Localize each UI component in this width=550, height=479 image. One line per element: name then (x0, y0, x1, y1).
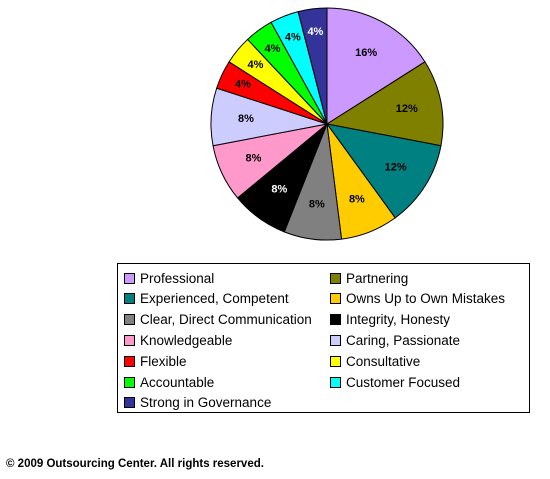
legend-item-accountable: Accountable (124, 373, 214, 391)
pie-slice-professional (326, 7, 426, 125)
legend-label: Partnering (346, 270, 409, 286)
legend-swatch (124, 272, 135, 284)
legend-label: Experienced, Competent (140, 291, 289, 307)
data-label-experienced-competent: 12% (385, 162, 407, 174)
legend-item-integrity-honesty: Integrity, Honesty (330, 311, 450, 329)
legend-label: Caring, Passionate (346, 332, 461, 348)
legend-swatch (330, 293, 341, 305)
legend-swatch (330, 334, 341, 346)
data-label-flexible: 4% (235, 79, 251, 91)
legend-item-knowledgeable: Knowledgeable (124, 331, 232, 349)
legend-label: Knowledgeable (140, 332, 233, 348)
data-label-partnering: 12% (396, 103, 418, 115)
legend-item-partnering: Partnering (330, 269, 408, 287)
legend-swatch (124, 355, 135, 367)
legend-item-clear-direct-communication: Clear, Direct Communication (124, 311, 312, 329)
legend-item-flexible: Flexible (124, 352, 187, 370)
legend-label: Consultative (346, 353, 421, 369)
pie-chart: 16%12%12%8%8%8%8%8%4%4%4%4% 4% (210, 7, 444, 241)
legend-swatch (330, 355, 341, 367)
legend-label: Professional (140, 270, 215, 286)
data-label-customer-focused: 4% (285, 32, 301, 44)
legend-label: Customer Focused (346, 374, 461, 390)
pie-data-labels: 16%12%12%8%8%8%8%8%4%4%4%4% 4% (235, 26, 418, 211)
data-label-knowledgeable: 8% (246, 153, 262, 165)
legend-swatch (330, 314, 341, 326)
data-label-professional: 16% (355, 47, 377, 59)
legend-swatch (124, 293, 135, 305)
data-label-strong-in-governance: 4% (307, 26, 323, 38)
pie-slices (210, 7, 444, 241)
legend-label: Accountable (140, 374, 215, 390)
legend-item-experienced-competent: Experienced, Competent (124, 290, 289, 308)
legend-item-owns-up-to-own-mistakes: Owns Up to Own Mistakes (330, 290, 505, 308)
legend-swatch (124, 334, 135, 346)
copyright-text: © 2009 Outsourcing Center. All rights re… (6, 458, 264, 470)
legend-swatch (124, 397, 135, 409)
data-label-caring-passionate: 8% (238, 113, 254, 125)
legend-item-professional: Professional (124, 269, 214, 287)
legend-swatch (330, 376, 341, 388)
legend-swatch (124, 376, 135, 388)
data-label-consultative: 4% (248, 59, 264, 71)
data-label-accountable: 4% (265, 43, 281, 55)
legend-label: Flexible (140, 353, 187, 369)
legend-item-consultative: Consultative (330, 352, 420, 370)
data-label-owns-up-to-own-mistakes: 8% (349, 194, 365, 206)
legend-label: Owns Up to Own Mistakes (346, 291, 506, 307)
legend-swatch (330, 272, 341, 284)
pie-slice-experienced-competent (325, 123, 442, 219)
pie-slice-partnering (325, 61, 444, 147)
chart-legend: Professional Partnering Experienced, Compe… (117, 263, 530, 413)
pie-slice-strong-in-governance (297, 7, 328, 125)
legend-item-customer-focused: Customer Focused (330, 373, 460, 391)
legend-swatch (124, 314, 135, 326)
legend-label: Strong in Governance (140, 395, 272, 411)
legend-item-strong-in-governance: Strong in Governance (124, 394, 271, 412)
legend-label: Clear, Direct Communication (140, 312, 312, 328)
data-label-integrity-honesty: 8% (271, 184, 287, 196)
legend-item-caring-passionate: Caring, Passionate (330, 331, 460, 349)
legend-label: Integrity, Honesty (346, 312, 451, 328)
data-label-clear-direct-communication: 8% (309, 199, 325, 211)
